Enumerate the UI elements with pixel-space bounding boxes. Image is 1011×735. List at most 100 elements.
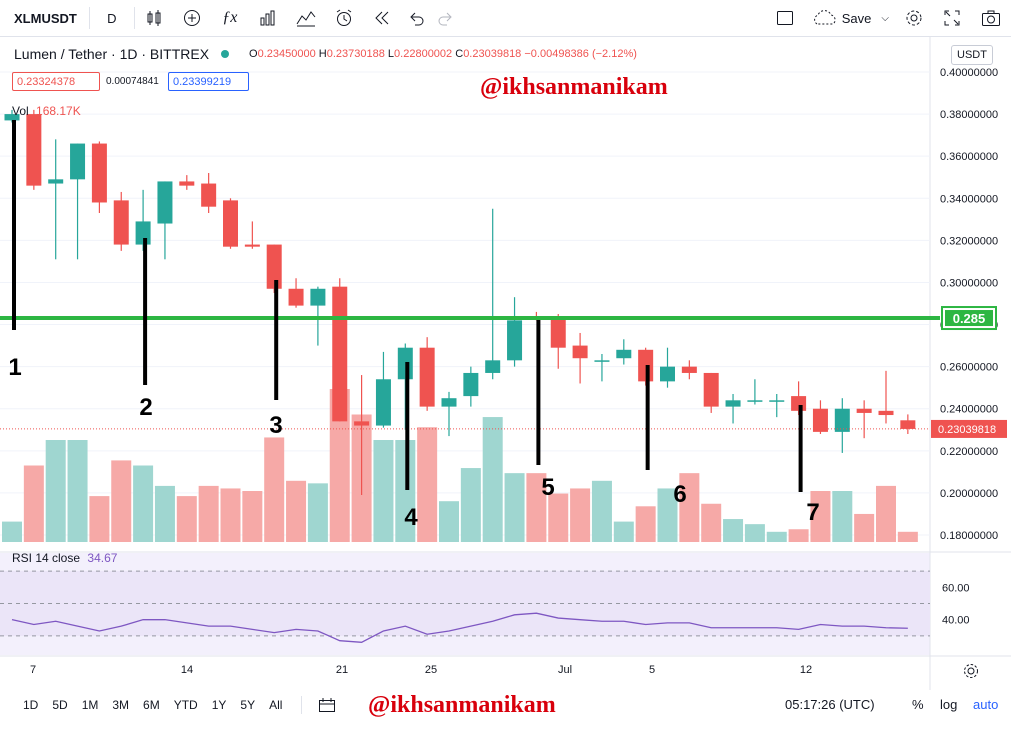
fx-icon[interactable]: ƒx <box>222 9 238 26</box>
layout-icon[interactable] <box>766 0 804 36</box>
candle-body <box>703 372 719 407</box>
annotation-number: 3 <box>269 412 282 439</box>
volume-bar <box>133 465 154 542</box>
volume-bar <box>723 519 744 542</box>
level-label: 0.285 <box>953 311 986 326</box>
compare-icon[interactable] <box>287 0 325 36</box>
volume-bar <box>744 524 765 542</box>
volume-bar <box>832 491 853 542</box>
sell-price-button[interactable]: 0.23324378 <box>12 72 100 91</box>
price-tick-label: 0.34000000 <box>940 193 998 205</box>
auto-scale-toggle[interactable]: auto <box>973 697 999 712</box>
range-button-1d[interactable]: 1D <box>23 698 39 712</box>
candle-body <box>681 366 697 373</box>
volume-bar <box>45 440 66 542</box>
watermark-text-bottom: @ikhsanmanikam <box>368 692 556 718</box>
open-value: 0.23450000 <box>257 48 316 60</box>
volume-bar <box>220 488 241 542</box>
range-button-ytd[interactable]: YTD <box>173 698 198 712</box>
range-button-1m[interactable]: 1M <box>81 698 99 712</box>
candle-body <box>375 379 391 426</box>
candle-body <box>725 400 741 407</box>
ohlc-values: O0.23450000 H0.23730188 L0.22800002 C0.2… <box>249 48 637 60</box>
rsi-value: 34.67 <box>87 551 118 565</box>
undo-icon[interactable] <box>401 0 431 36</box>
time-tick-label: 12 <box>800 664 812 676</box>
candle-body <box>419 347 435 407</box>
chevron-down-icon[interactable]: ⌵ <box>881 12 889 24</box>
annotation-number: 1 <box>8 354 21 381</box>
candle-body <box>113 200 129 245</box>
price-tick-label: 0.38000000 <box>940 109 998 121</box>
percent-scale-toggle[interactable]: % <box>912 697 924 712</box>
open-label: O <box>249 48 258 60</box>
current-price-tag <box>931 419 1007 438</box>
symbol-search-button[interactable]: XLMUSDT <box>14 10 77 26</box>
chart-legend: Lumen / Tether · 1D · BITTREX O0.2345000… <box>14 46 637 62</box>
bottom-toolbar: 1D 5D 1M 3M 6M YTD 1Y 5Y All <box>0 690 1011 720</box>
price-tick-label: 0.30000000 <box>940 277 998 289</box>
volume-bar <box>111 460 132 542</box>
volume-bar <box>504 473 525 542</box>
interval-button[interactable]: D <box>107 10 117 26</box>
rsi-legend: RSI 14 close 34.67 <box>12 551 117 565</box>
templates-icon[interactable] <box>249 0 287 36</box>
camera-icon[interactable] <box>971 0 1011 36</box>
candle-body <box>70 143 86 180</box>
volume-bar <box>766 531 787 542</box>
volume-bar <box>23 465 44 542</box>
volume-bar <box>897 531 918 542</box>
replay-icon[interactable] <box>363 0 401 36</box>
high-value: 0.23730188 <box>326 48 385 60</box>
candle-body <box>26 114 42 186</box>
candle-body <box>550 318 566 348</box>
range-button-5d[interactable]: 5D <box>52 698 68 712</box>
time-tick-label: 25 <box>425 664 437 676</box>
range-button-all[interactable]: All <box>269 698 283 712</box>
gear-center <box>967 667 975 675</box>
range-button-3m[interactable]: 3M <box>112 698 130 712</box>
candle-body <box>616 349 632 359</box>
add-indicator-icon[interactable] <box>173 0 211 36</box>
low-value: 0.22800002 <box>394 48 453 60</box>
range-button-6m[interactable]: 6M <box>143 698 160 712</box>
chart-canvas[interactable]: 0.40000000 0.38000000 0.36000000 0.34000000… <box>0 0 1011 690</box>
date-range-icon[interactable] <box>318 697 336 713</box>
spread-value: 0.00074841 <box>106 76 159 87</box>
volume-bar <box>176 496 197 542</box>
volume-bar <box>591 480 612 542</box>
close-label: C <box>455 48 464 60</box>
low-label: L <box>387 48 395 60</box>
candle-body <box>463 372 479 397</box>
range-button-1y[interactable]: 1Y <box>211 698 227 712</box>
volume-bar <box>657 488 678 542</box>
alert-icon[interactable] <box>325 0 363 36</box>
candle-body <box>594 360 610 362</box>
volume-bar <box>810 491 831 542</box>
currency-button[interactable]: USDT <box>951 45 993 65</box>
fullscreen-icon[interactable] <box>933 0 971 36</box>
current-price-label: 0.23039818 <box>938 424 996 436</box>
volume-bar <box>242 491 263 542</box>
candle-body <box>157 181 173 224</box>
log-scale-toggle[interactable]: log <box>940 697 958 712</box>
market-status-icon <box>221 50 230 58</box>
clock[interactable]: 05:17:26 (UTC) <box>785 697 875 712</box>
annotation-number: 5 <box>541 474 554 501</box>
settings-icon[interactable] <box>895 0 933 36</box>
volume-bar <box>286 480 307 542</box>
volume-bar <box>613 521 634 542</box>
redo-icon[interactable] <box>431 0 461 36</box>
buy-price-button[interactable]: 0.23399219 <box>168 72 249 91</box>
price-tick-label: 0.22000000 <box>940 446 998 458</box>
candles-icon[interactable] <box>135 0 173 36</box>
volume-bar <box>329 389 350 542</box>
candle-body <box>441 398 457 407</box>
volume-bar <box>2 521 22 542</box>
save-button[interactable]: Save ⌵ <box>804 0 895 36</box>
range-button-5y[interactable]: 5Y <box>240 698 256 712</box>
axis-settings-icon <box>964 664 978 678</box>
candle-body <box>310 288 326 306</box>
volume-bar <box>307 483 328 542</box>
annotation-number: 4 <box>404 504 418 531</box>
